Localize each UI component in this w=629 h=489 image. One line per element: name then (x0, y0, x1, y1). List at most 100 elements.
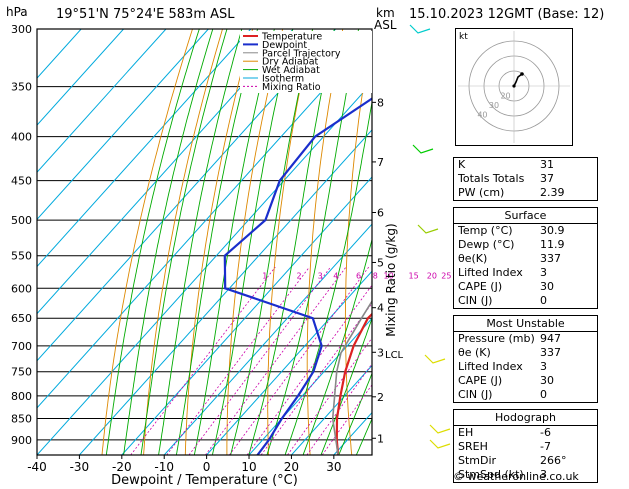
dry-adiabat-line (418, 29, 435, 455)
legend-entry: Parcel Trajectory (262, 48, 341, 59)
hodograph-ring-label: 30 (489, 101, 499, 110)
wet-adiabat-line (158, 29, 243, 455)
wet-adiabat-line (338, 372, 372, 455)
hpa-unit-label: hPa (6, 5, 28, 19)
hodograph-table-title: Hodograph (454, 410, 597, 426)
pressure-tick-label: 450 (11, 175, 32, 188)
hodograph-end-point (520, 72, 524, 76)
km-tick-label: 7 (377, 156, 384, 169)
pressure-tick-label: 700 (11, 340, 32, 353)
mixing-ratio-label: 6 (356, 272, 361, 281)
isotherm-line (121, 176, 372, 455)
surface-value: 11.9 (540, 238, 565, 251)
y-axis-label: Mixing Ratio (g/kg) (384, 223, 398, 336)
most-unstable-value: 337 (540, 346, 561, 359)
surface-value: 30 (540, 280, 554, 293)
most-unstable-value: 3 (540, 360, 547, 373)
mixing-ratio-label: 15 (408, 272, 418, 281)
wet-adiabat-line (123, 29, 214, 455)
isotherm-line (37, 34, 372, 409)
surface-value: 337 (540, 252, 561, 265)
dry-adiabat-line (226, 29, 284, 455)
dry-adiabat-line (143, 29, 223, 455)
index-label: K (458, 158, 466, 171)
plot-area (37, 29, 629, 455)
mixing-ratio-label: 2 (296, 272, 301, 281)
x-axis-label: Dewpoint / Temperature (°C) (111, 473, 298, 486)
km-tick-label: 3 (377, 346, 384, 359)
wind-barb (412, 144, 434, 154)
hodograph-table-row: StmSpd (kt) 3 (454, 468, 597, 482)
surface-row: Temp (°C) 30.9 (454, 224, 597, 238)
index-row: Totals Totals 37 (454, 172, 597, 186)
copyright: © weatheronline.co.uk (453, 470, 579, 483)
hodograph-trace (513, 73, 523, 87)
most-unstable-title: Most Unstable (454, 316, 597, 332)
isotherm-line (291, 364, 372, 455)
pressure-tick-label: 500 (11, 214, 32, 227)
surface-value: 3 (540, 266, 547, 279)
pressure-tick-label: 300 (11, 23, 32, 36)
isotherm-line (37, 82, 372, 455)
wet-adiabat-line (248, 29, 335, 455)
plot-frame (36, 28, 373, 456)
wet-adiabat-line (302, 237, 372, 455)
asl-unit-label: ASL (374, 18, 397, 32)
hodograph-table-box: Hodograph EH -6 SREH -7 StmDir 266° StmSpd (kt)… (453, 409, 598, 483)
dewpoint-line (223, 97, 372, 455)
mixing-ratio-line (130, 266, 276, 455)
index-label: Totals Totals (458, 172, 525, 185)
most-unstable-label: CAPE (J) (458, 374, 503, 387)
most-unstable-row: Pressure (mb) 947 (454, 332, 597, 346)
surface-label: θe(K) (458, 252, 488, 265)
index-row: PW (cm) 2.39 (454, 186, 597, 200)
surface-box: Surface Temp (°C) 30.9 Dewp (°C) 11.9 θe(K) 33… (453, 207, 598, 309)
wind-barb (417, 224, 439, 234)
isotherm-line (37, 29, 167, 174)
wet-adiabat-line (284, 99, 372, 455)
km-tick-label: 8 (377, 96, 384, 109)
most-unstable-row: CIN (J) 0 (454, 388, 597, 402)
wind-barb (429, 424, 451, 434)
legend-entry: Dry Adiabat (262, 57, 319, 68)
most-unstable-row: Lifted Index 3 (454, 360, 597, 374)
hodograph-table-label: EH (458, 426, 474, 439)
hodograph-table-row: StmDir 266° (454, 454, 597, 468)
surface-label: Temp (°C) (458, 224, 513, 237)
surface-row: Lifted Index 3 (454, 266, 597, 280)
km-tick-label: 1 (377, 432, 384, 445)
temperature-line (335, 312, 372, 455)
surface-title: Surface (454, 208, 597, 224)
wet-adiabat-line (266, 29, 360, 455)
mixing-ratio-line (287, 337, 372, 455)
mixing-ratio-line (166, 266, 310, 455)
x-tick-label: 20 (284, 460, 299, 474)
surface-label: Lifted Index (458, 266, 523, 279)
location-title: 19°51'N 75°24'E 583m ASL (56, 7, 235, 22)
dry-adiabat-line (613, 29, 629, 455)
datetime-title: 15.10.2023 12GMT (Base: 12) (409, 7, 605, 22)
x-tick-label: 0 (203, 460, 211, 474)
x-tick-label: -30 (70, 460, 90, 474)
surface-label: CIN (J) (458, 294, 493, 307)
isotherm-line (37, 29, 294, 315)
km-tick-label: 5 (377, 256, 384, 269)
hodograph-table-row: EH -6 (454, 426, 597, 440)
hodograph-table-label: StmDir (458, 454, 497, 467)
isotherm-line (79, 129, 372, 455)
isotherm-line (37, 29, 124, 126)
mixing-ratio-label: 4 (333, 272, 338, 281)
index-value: 2.39 (540, 186, 565, 199)
pressure-tick-label: 750 (11, 366, 32, 379)
most-unstable-label: CIN (J) (458, 388, 493, 401)
legend-entry: Dewpoint (262, 40, 307, 51)
x-tick-label: -20 (112, 460, 132, 474)
most-unstable-row: θe (K) 337 (454, 346, 597, 360)
wind-barb (409, 24, 431, 34)
wet-adiabat-line (105, 29, 200, 455)
wet-adiabat-line (193, 29, 275, 455)
hodograph-table-value: 3 (540, 468, 547, 481)
km-tick-label: 6 (377, 207, 384, 220)
mixing-ratio-label: 10 (384, 272, 394, 281)
